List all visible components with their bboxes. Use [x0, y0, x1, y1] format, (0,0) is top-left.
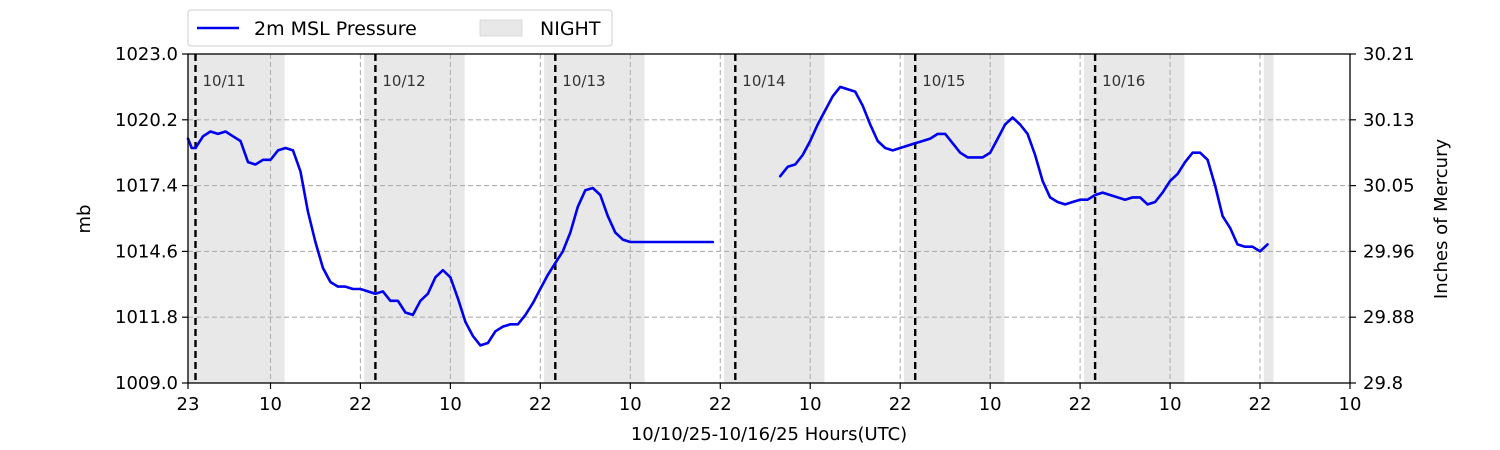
x-axis-label: 10/10/25-10/16/25 Hours(UTC) [631, 424, 907, 445]
y-tick-label-left: 1020.2 [115, 110, 178, 131]
x-tick-label: 10 [1159, 394, 1182, 415]
night-band [364, 54, 465, 383]
x-tick-label: 22 [349, 394, 372, 415]
night-band [903, 54, 1005, 383]
y-tick-label-left: 1023.0 [115, 44, 178, 65]
midnight-date-label: 10/15 [922, 72, 965, 90]
midnight-date-label: 10/12 [382, 72, 425, 90]
x-tick-label: 22 [529, 394, 552, 415]
y-axis-left-ticks: 1009.0 1011.8 1014.6 1017.4 1020.2 1023.0 [115, 44, 188, 394]
plot-frame [187, 53, 1351, 384]
legend-entry-pressure: 2m MSL Pressure [254, 18, 417, 40]
night-band [1263, 54, 1274, 383]
x-tick-label: 22 [709, 394, 732, 415]
night-band [188, 54, 285, 383]
y-tick-label-right: 30.13 [1363, 110, 1415, 131]
y-tick-label-left: 1017.4 [115, 176, 178, 197]
y-axis-left-label: mb [74, 205, 95, 234]
x-tick-label: 10 [979, 394, 1002, 415]
midnight-date-label: 10/13 [562, 72, 605, 90]
x-axis-ticks: 23 10 22 10 22 10 22 10 22 10 22 10 22 10 [177, 383, 1362, 415]
y-tick-label-right: 29.88 [1363, 307, 1415, 328]
y-tick-label-right: 29.8 [1363, 373, 1403, 394]
midnight-date-label: 10/14 [742, 72, 785, 90]
legend-patch-swatch [479, 19, 523, 37]
y-tick-label-left: 1009.0 [115, 373, 178, 394]
legend-entry-night: NIGHT [540, 18, 601, 40]
midnight-markers: 10/11 10/12 10/13 10/14 10/15 10/16 [194, 54, 1145, 383]
x-tick-label: 22 [1069, 394, 1092, 415]
night-band [1083, 54, 1185, 383]
pressure-series [186, 85, 1269, 347]
legend: 2m MSL Pressure NIGHT [187, 9, 613, 47]
pressure-line-segment [186, 130, 715, 347]
pressure-line-segment [778, 85, 1269, 253]
x-tick-label: 10 [799, 394, 822, 415]
midnight-date-label: 10/11 [203, 72, 246, 90]
night-band [544, 54, 645, 383]
x-tick-label: 10 [619, 394, 642, 415]
x-tick-label: 22 [889, 394, 912, 415]
grid-lines [188, 54, 1350, 383]
midnight-date-label: 10/16 [1102, 72, 1145, 90]
y-tick-label-left: 1011.8 [115, 307, 178, 328]
night-bands [188, 54, 1274, 383]
legend-box [187, 9, 613, 47]
y-tick-label-left: 1014.6 [115, 241, 178, 262]
x-tick-label: 10 [259, 394, 282, 415]
x-tick-label: 23 [177, 394, 200, 415]
night-band [724, 54, 825, 383]
x-tick-label: 10 [439, 394, 462, 415]
y-tick-label-right: 29.96 [1363, 241, 1415, 262]
x-tick-label: 22 [1249, 394, 1272, 415]
x-tick-label: 10 [1339, 394, 1362, 415]
y-tick-label-right: 30.05 [1363, 176, 1415, 197]
y-axis-right-label: Inches of Mercury [1431, 139, 1452, 300]
y-axis-right-ticks: 29.8 29.88 29.96 30.05 30.13 30.21 [1350, 44, 1415, 394]
y-tick-label-right: 30.21 [1363, 44, 1415, 65]
